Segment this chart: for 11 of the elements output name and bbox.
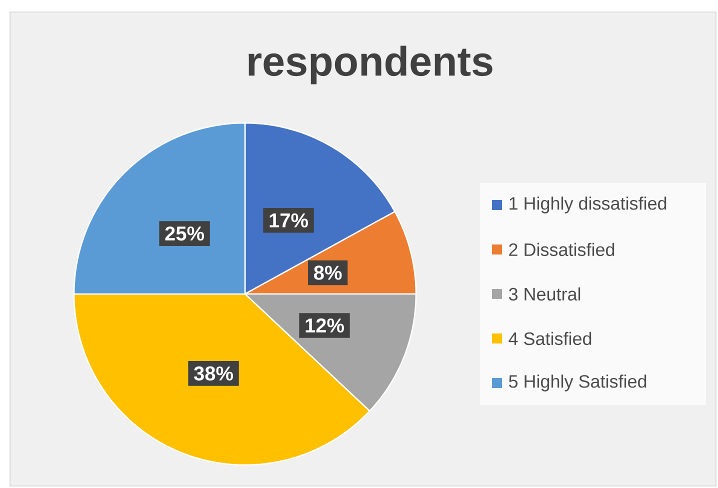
legend-label: 2 Dissatisfied: [509, 242, 614, 256]
data-label: 8%: [314, 266, 342, 280]
data-label: 38%: [194, 366, 234, 381]
data-label: 17%: [270, 213, 308, 228]
legend-label: 1 Highly dissatisfied: [510, 196, 666, 214]
legend-label: 4 Satisfied: [508, 332, 592, 346]
data-label: 12%: [306, 318, 344, 333]
legend-label: 3 Neutral: [508, 287, 580, 301]
chart-title: respondents: [248, 46, 492, 84]
legend-label: 5 Highly Satisfied: [508, 374, 646, 392]
data-label: 25%: [165, 226, 204, 241]
